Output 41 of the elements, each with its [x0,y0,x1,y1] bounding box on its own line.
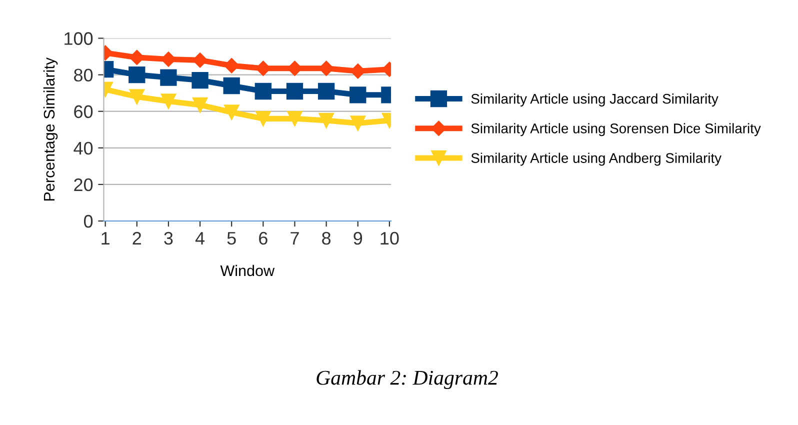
y-tick-label: 20 [74,178,93,192]
x-tick-label: 7 [290,232,299,244]
legend-label: Similarity Article using Sorensen Dice Similarity [471,123,761,136]
y-tick-label: 60 [74,105,93,118]
point [224,104,240,120]
x-tick-label: 1 [102,232,110,244]
point [129,89,145,104]
point [287,111,302,126]
point [256,111,271,126]
point [223,77,240,94]
point [318,112,334,128]
x-tick-label: 2 [132,232,141,244]
point [286,82,304,100]
x-tick-label: 6 [259,232,268,245]
point [350,116,366,131]
point [128,66,146,84]
x-tick-label: 4 [195,232,205,244]
legend-label: Similarity Article using Andberg Similarity [471,152,722,166]
y-tick-label: 80 [74,68,93,82]
point [350,64,366,79]
x-tick-label: 9 [354,232,362,245]
x-tick-label: 10 [380,232,399,245]
text: Gambar 2: Diagram2 [316,370,498,390]
point [192,97,208,113]
x-tick-label: 8 [322,232,331,245]
point [350,86,366,104]
y-tick-label: 40 [74,142,93,155]
point [129,50,144,66]
point [224,58,240,74]
x-tick-label: 3 [164,232,173,245]
point [318,82,335,100]
x-axis-title: Window [220,264,275,276]
y-axis-title: Percentage Similarity [43,57,58,201]
legend-label: Similarity Article using Jaccard Similarity [471,94,718,106]
point [160,94,176,109]
x-tick-label: 5 [227,232,236,245]
point [160,69,177,86]
y-tick-label: 100 [64,32,93,45]
point [192,72,208,89]
point [254,82,272,100]
y-tick-label: 0 [84,214,93,228]
